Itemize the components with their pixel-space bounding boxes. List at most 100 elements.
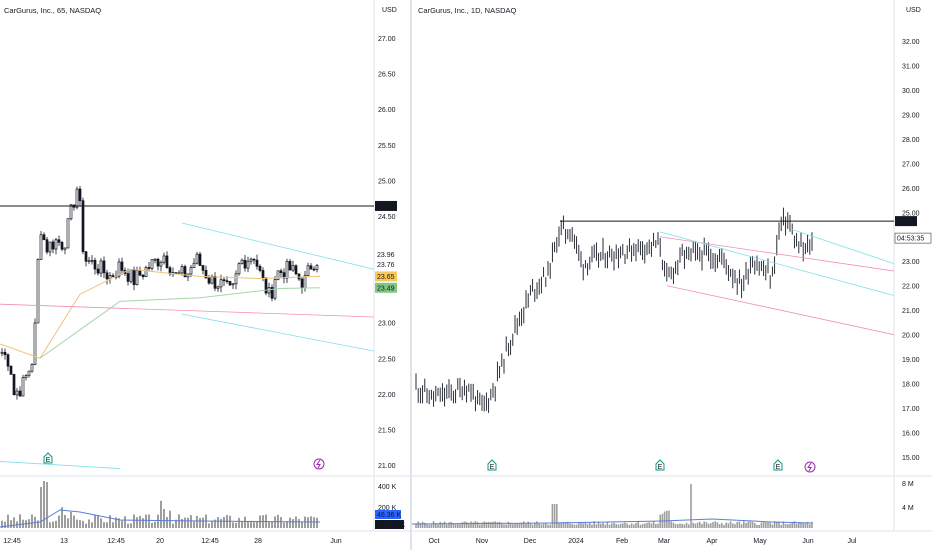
right-volume-bar (569, 523, 571, 528)
left-volume-bar (19, 514, 21, 528)
left-volume-bar (148, 514, 150, 528)
right-volume-bar (472, 522, 474, 528)
right-volume-bar (740, 524, 743, 528)
right-chart-panel[interactable]: CarGurus, Inc., 1D, NASDAQ USD 32.00 31.0… (410, 0, 932, 550)
left-candle-body (78, 188, 82, 202)
left-candle-body (24, 375, 28, 378)
left-candle-body (66, 218, 70, 249)
left-volume-bar (79, 520, 81, 528)
right-volume-bar (613, 522, 615, 528)
earnings-icon[interactable] (655, 459, 665, 471)
right-volume-bar (633, 524, 635, 528)
right-volume-bar (701, 523, 703, 528)
earnings-icon[interactable] (773, 459, 783, 471)
right-volume-bar (435, 523, 437, 528)
left-volume-bar (229, 515, 231, 528)
right-volume-bar (769, 522, 771, 528)
right-chart-canvas[interactable]: 32.00 31.00 30.00 29.00 28.00 27.00 26.00 25.00… (412, 0, 932, 550)
left-volume-bar (1, 520, 3, 528)
left-candle-body (147, 267, 151, 269)
right-volume-bar (538, 523, 540, 528)
right-volume-bar (446, 524, 448, 528)
right-volume-bar (558, 522, 560, 528)
right-price-tick: 31.00 (902, 63, 920, 70)
left-chart-panel[interactable]: CarGurus, Inc., 65, NASDAQ USD 27.00 26.5… (0, 0, 410, 550)
right-volume-bar (749, 521, 752, 528)
right-volume-bar (545, 523, 547, 528)
right-price-tick: 16.00 (902, 431, 920, 438)
right-volume-bar (608, 524, 611, 528)
right-volume-bar (604, 524, 606, 528)
right-volume-bar (498, 521, 501, 528)
right-volume-bar (551, 504, 554, 528)
left-ma-green (39, 287, 321, 359)
right-volume-bar (509, 522, 512, 528)
left-candle-body (159, 261, 163, 267)
earnings-icon[interactable] (43, 452, 53, 464)
left-candle-body (276, 270, 280, 280)
left-volume-bar (256, 521, 258, 528)
right-volume-bar (694, 523, 697, 528)
right-volume-bar (646, 522, 648, 528)
right-volume-bar (540, 524, 543, 528)
right-volume-bar (419, 522, 422, 528)
earnings-icon[interactable] (487, 459, 497, 471)
left-candle-body (213, 276, 217, 289)
left-volume-tag: 46.36 K (377, 512, 401, 519)
left-time-label: 12:45 (107, 538, 125, 545)
right-volume-tick: 8 M (902, 481, 914, 488)
left-candle-body (297, 273, 301, 280)
right-volume-bar (529, 522, 532, 528)
left-candle-body (69, 204, 73, 220)
right-price-tick: 20.00 (902, 333, 920, 340)
right-volume-bar (580, 521, 582, 528)
right-volume-bar (791, 522, 793, 528)
left-candle-body (75, 188, 79, 208)
left-candle-body (93, 259, 97, 270)
left-volume-bar (283, 522, 285, 528)
left-candle-body (204, 270, 208, 279)
left-volume-bar (307, 517, 309, 528)
left-chart-title: CarGurus, Inc., 65, NASDAQ (4, 6, 102, 15)
left-price-tick: 24.50 (378, 214, 396, 221)
right-volume-bar (648, 522, 650, 528)
left-candle-body (90, 259, 94, 262)
left-candle-body (216, 286, 220, 289)
left-volume-bar (13, 517, 15, 528)
right-volume-bar (584, 522, 587, 528)
left-candle-body (240, 259, 244, 265)
left-volume-tick: 200 K (378, 505, 397, 512)
left-volume-bar (211, 521, 213, 528)
right-volume-bar (578, 522, 580, 528)
right-volume-bar (602, 522, 604, 528)
left-volume-bar (292, 519, 294, 528)
left-candle-body (279, 270, 283, 273)
right-volume-bar (525, 523, 527, 528)
right-volume-ma (412, 518, 813, 525)
right-volume-bar (421, 521, 424, 528)
earnings-icon-label: E (490, 464, 495, 471)
right-volume-bar (710, 523, 712, 528)
right-volume-bar (468, 523, 470, 528)
right-volume-bar (496, 522, 499, 528)
left-volume-bar (175, 519, 177, 528)
right-price-tick: 32.00 (902, 39, 920, 46)
right-volume-bar (516, 523, 518, 528)
right-volume-bar (767, 522, 769, 528)
left-price-tick: 25.00 (378, 178, 396, 185)
right-volume-bar (738, 521, 741, 528)
right-price-tick: 18.00 (902, 382, 920, 389)
right-time-label: Apr (707, 538, 719, 545)
left-volume-bar (112, 522, 114, 528)
left-candle-body (39, 234, 43, 260)
left-candle-body (84, 251, 88, 262)
right-currency-label[interactable]: USD (906, 7, 921, 14)
left-chart-canvas[interactable]: 27.0026.5026.0025.5025.0024.5024.0023.50… (0, 0, 410, 550)
right-volume-bar (637, 521, 639, 528)
left-candle-body (189, 267, 193, 275)
left-volume-ma (0, 509, 321, 528)
left-volume-bar (70, 511, 72, 528)
left-currency-label[interactable]: USD (382, 7, 397, 14)
right-volume-bar (520, 522, 523, 528)
right-volume-bar (600, 523, 602, 528)
